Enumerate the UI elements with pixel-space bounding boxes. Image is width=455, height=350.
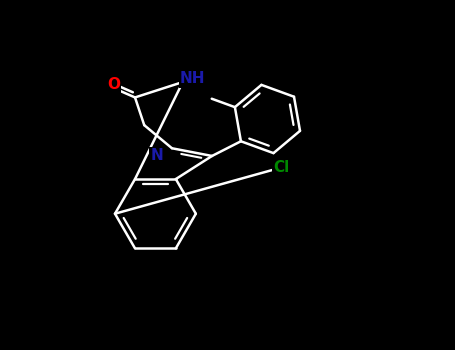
Text: Cl: Cl — [273, 160, 289, 175]
Text: N: N — [150, 148, 163, 163]
Text: O: O — [107, 77, 120, 92]
Text: NH: NH — [180, 71, 206, 86]
